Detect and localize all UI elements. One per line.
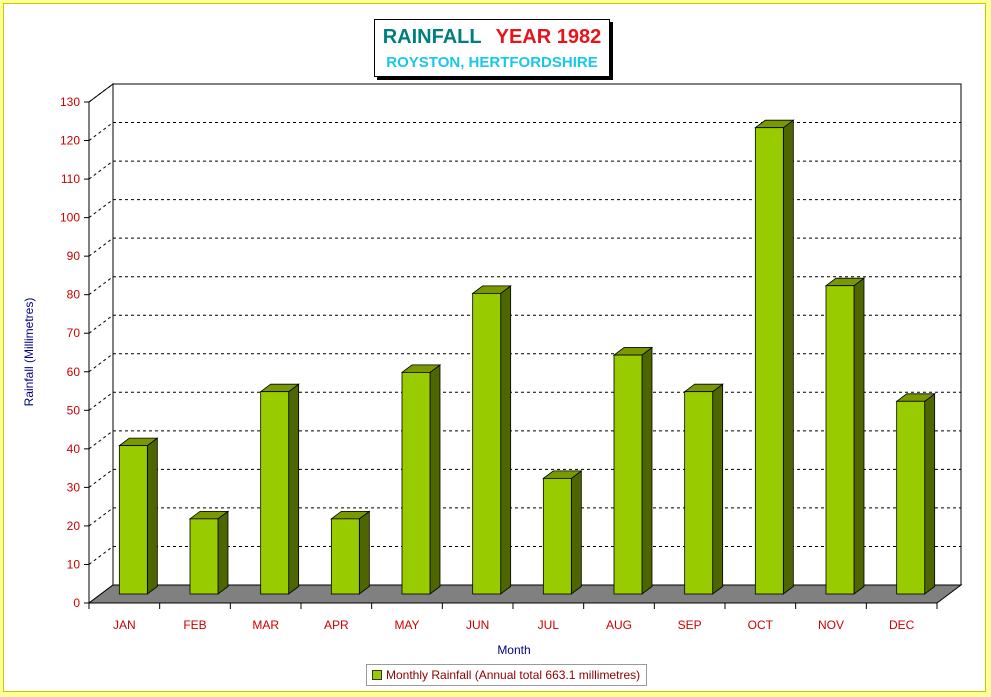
bar-front (896, 400, 926, 595)
y-tick-label: 130 (60, 95, 80, 109)
bar-jan (118, 437, 159, 595)
y-axis-title: Rainfall (Millimetres) (22, 298, 36, 407)
bar-side (358, 510, 370, 595)
bar-front (330, 518, 360, 595)
bar-side (570, 470, 582, 595)
bar-front (542, 477, 572, 595)
bar-side (782, 119, 794, 595)
y-tick-label: 40 (67, 442, 81, 456)
x-tick-label: JUL (538, 618, 560, 632)
bar-front (613, 354, 643, 595)
x-tick-label: MAY (394, 618, 419, 632)
gridline-depth (88, 314, 114, 334)
bar-side (641, 346, 653, 595)
bar-apr (330, 510, 371, 595)
bar-front (684, 391, 714, 595)
legend: Monthly Rainfall (Annual total 663.1 mil… (366, 664, 648, 686)
bar-side (146, 437, 158, 595)
bar-mar (259, 383, 300, 595)
x-tick-label: DEC (889, 618, 915, 632)
x-tick-label: SEP (678, 618, 702, 632)
gridline-depth (88, 430, 114, 450)
bar-side (712, 383, 724, 595)
bar-nov (824, 277, 866, 595)
bar-front (401, 372, 431, 595)
bar-front (260, 391, 290, 595)
gridline-depth (88, 468, 114, 488)
x-tick-label: FEB (183, 618, 206, 632)
bar-side (217, 510, 229, 595)
bar-side (924, 393, 936, 595)
bar-jul (542, 470, 583, 595)
y-tick-label: 110 (61, 172, 80, 186)
x-tick-label: NOV (818, 618, 844, 632)
legend-swatch (372, 670, 382, 680)
y-tick-label: 100 (60, 211, 80, 225)
y-tick-label: 90 (67, 249, 81, 263)
gridline-depth (88, 353, 114, 373)
gridline-depth (88, 237, 114, 257)
chart-title: RAINFALL YEAR 1982 (375, 26, 609, 49)
x-tick-label: OCT (748, 618, 774, 632)
title-main: RAINFALL (382, 26, 482, 48)
x-tick-label: AUG (606, 618, 632, 632)
title-year: YEAR 1982 (495, 26, 602, 48)
chart-title-box: RAINFALL YEAR 1982 ROYSTON, HERTFORDSHIRE (374, 19, 610, 77)
x-tick-label: JAN (113, 618, 136, 632)
chart-subtitle: ROYSTON, HERTFORDSHIRE (386, 54, 598, 71)
gridline-depth (88, 199, 114, 219)
gridline-depth (88, 276, 114, 296)
bar-jun (471, 285, 512, 595)
x-tick-label: MAR (252, 618, 279, 632)
y-tick-label: 50 (67, 403, 81, 417)
gridline-depth (88, 546, 114, 565)
bar-front (472, 292, 502, 595)
bar-side (429, 364, 441, 595)
bar-side (500, 285, 512, 595)
y-tick-label: 80 (67, 288, 81, 302)
y-tick-label: 70 (67, 326, 81, 340)
y-tick-label: 10 (67, 557, 81, 571)
bar-front (118, 445, 148, 595)
y-tick-label: 0 (73, 596, 80, 610)
y-tick-label: 60 (67, 365, 81, 379)
bar-front (825, 285, 855, 595)
bar-side (853, 277, 865, 595)
bar-dec (895, 393, 936, 595)
bar-front (189, 518, 219, 595)
bar-front (754, 127, 784, 595)
y-tick-label: 20 (67, 519, 81, 533)
x-tick-label: JUN (466, 618, 489, 632)
gridline-depth (88, 83, 114, 103)
bar-oct (754, 119, 795, 595)
gridline-depth (88, 391, 114, 411)
bar-may (400, 364, 442, 595)
gridline-depth (88, 122, 114, 141)
bar-feb (188, 510, 230, 595)
left-wall (88, 83, 114, 604)
bar-side (288, 383, 300, 595)
y-tick-label: 120 (60, 134, 80, 148)
bar-sep (683, 383, 724, 595)
x-axis-title: Month (497, 643, 530, 657)
x-tick-label: APR (324, 618, 349, 632)
y-tick-label: 30 (67, 480, 81, 494)
bar-aug (612, 346, 654, 595)
gridline-depth (88, 160, 114, 180)
legend-label: Monthly Rainfall (Annual total 663.1 mil… (386, 668, 641, 682)
gridline-depth (88, 507, 114, 527)
